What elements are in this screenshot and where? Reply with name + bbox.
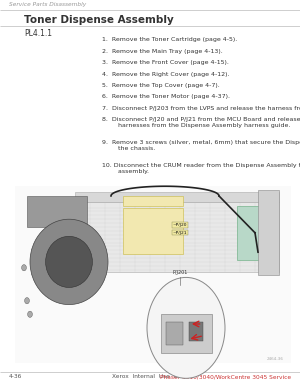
Bar bbox=[237, 206, 264, 260]
Ellipse shape bbox=[46, 236, 92, 288]
Text: 3.  Remove the Front Cover (page 4-15).: 3. Remove the Front Cover (page 4-15). bbox=[102, 60, 229, 65]
Ellipse shape bbox=[30, 219, 108, 305]
Text: 4-36: 4-36 bbox=[9, 374, 22, 379]
Text: Phaser 3010/3040/WorkCentre 3045 Service: Phaser 3010/3040/WorkCentre 3045 Service bbox=[160, 374, 291, 379]
Text: Xerox  Internal  Use  Only: Xerox Internal Use Only bbox=[112, 374, 188, 379]
Text: ~P/J21: ~P/J21 bbox=[172, 231, 187, 235]
Bar bbox=[123, 196, 183, 206]
Text: 1.  Remove the Toner Cartridge (page 4-5).: 1. Remove the Toner Cartridge (page 4-5)… bbox=[102, 37, 237, 42]
Text: P/J201: P/J201 bbox=[172, 270, 188, 275]
Text: 6.  Remove the Toner Motor (page 4-37).: 6. Remove the Toner Motor (page 4-37). bbox=[102, 94, 230, 99]
Text: 10. Disconnect the CRUM reader from the Dispense Assembly to remove the
        : 10. Disconnect the CRUM reader from the … bbox=[102, 163, 300, 174]
Text: 2464-36: 2464-36 bbox=[266, 357, 283, 361]
Text: PL4.1.1: PL4.1.1 bbox=[24, 29, 52, 38]
Text: 7.  Disconnect P/J203 from the LVPS and release the harness from the guides.: 7. Disconnect P/J203 from the LVPS and r… bbox=[102, 106, 300, 111]
Circle shape bbox=[147, 277, 225, 378]
Text: 5.  Remove the Top Cover (page 4-7).: 5. Remove the Top Cover (page 4-7). bbox=[102, 83, 220, 88]
Circle shape bbox=[22, 265, 26, 271]
Bar bbox=[258, 190, 279, 275]
Text: Toner Dispense Assembly: Toner Dispense Assembly bbox=[24, 15, 174, 25]
Text: 8.  Disconnect P/J20 and P/J21 from the MCU Board and release all the
        ha: 8. Disconnect P/J20 and P/J21 from the M… bbox=[102, 117, 300, 128]
Bar bbox=[167, 322, 183, 345]
Text: 4.  Remove the Right Cover (page 4-12).: 4. Remove the Right Cover (page 4-12). bbox=[102, 71, 230, 76]
Circle shape bbox=[28, 311, 32, 317]
Bar bbox=[27, 196, 87, 227]
Text: 9.  Remove 3 screws (silver, metal, 6mm) that secure the Dispense Assembly to
  : 9. Remove 3 screws (silver, metal, 6mm) … bbox=[102, 140, 300, 151]
Bar bbox=[75, 192, 279, 202]
Text: ~P/J20: ~P/J20 bbox=[172, 223, 187, 227]
Text: Service Parts Disassembly: Service Parts Disassembly bbox=[9, 2, 86, 7]
Text: 2.  Remove the Main Tray (page 4-13).: 2. Remove the Main Tray (page 4-13). bbox=[102, 48, 223, 54]
Circle shape bbox=[25, 298, 29, 304]
Bar bbox=[189, 322, 202, 341]
